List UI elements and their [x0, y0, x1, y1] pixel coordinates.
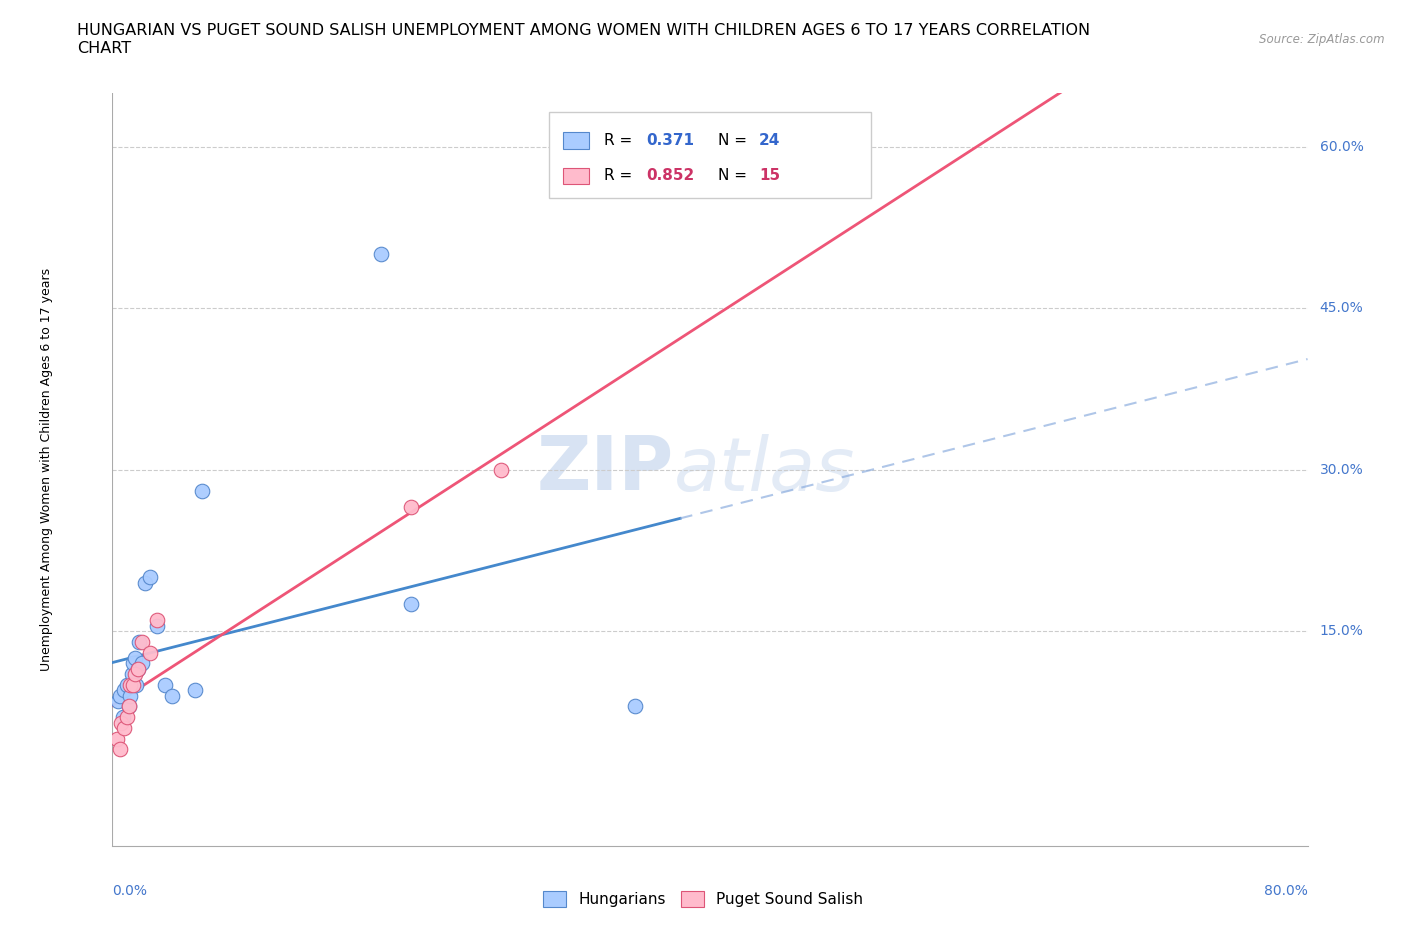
Point: [162, 688, 183, 703]
Point: [191, 484, 214, 498]
FancyBboxPatch shape: [548, 112, 872, 198]
Legend: Hungarians, Puget Sound Salish: Hungarians, Puget Sound Salish: [537, 884, 869, 913]
Point: [139, 645, 162, 660]
Point: [114, 721, 135, 736]
Text: 45.0%: 45.0%: [1320, 301, 1364, 315]
Point: [120, 688, 142, 703]
Text: Unemployment Among Women with Children Ages 6 to 17 years: Unemployment Among Women with Children A…: [41, 268, 53, 671]
Point: [370, 247, 392, 262]
Point: [108, 742, 131, 757]
Point: [117, 677, 139, 692]
Point: [105, 731, 128, 746]
Point: [124, 651, 146, 666]
Point: [401, 500, 423, 515]
Point: [118, 699, 141, 714]
Point: [124, 667, 146, 682]
Text: atlas: atlas: [675, 433, 856, 506]
Point: [401, 597, 423, 612]
Point: [146, 618, 169, 633]
FancyBboxPatch shape: [562, 132, 589, 149]
Point: [122, 677, 145, 692]
Text: ZIP: ZIP: [537, 433, 675, 506]
Point: [128, 634, 150, 649]
Point: [121, 667, 143, 682]
Point: [153, 677, 176, 692]
Point: [125, 677, 148, 692]
Point: [183, 683, 205, 698]
Point: [624, 699, 647, 714]
Text: 30.0%: 30.0%: [1320, 462, 1364, 477]
Text: 24: 24: [759, 133, 780, 148]
Text: 15: 15: [759, 168, 780, 183]
Text: 80.0%: 80.0%: [1264, 884, 1308, 898]
Point: [110, 715, 132, 730]
Point: [120, 677, 142, 692]
Point: [146, 613, 169, 628]
Text: R =: R =: [603, 168, 637, 183]
Text: R =: R =: [603, 133, 637, 148]
Point: [118, 699, 141, 714]
Point: [122, 656, 145, 671]
Point: [131, 656, 153, 671]
Point: [134, 575, 156, 591]
Point: [127, 661, 149, 676]
Text: Source: ZipAtlas.com: Source: ZipAtlas.com: [1260, 33, 1385, 46]
Text: 0.0%: 0.0%: [112, 884, 148, 898]
Point: [108, 688, 131, 703]
Point: [111, 710, 134, 724]
Text: 0.371: 0.371: [647, 133, 695, 148]
Point: [489, 462, 512, 477]
FancyBboxPatch shape: [562, 167, 589, 184]
Text: 60.0%: 60.0%: [1320, 140, 1364, 153]
Text: HUNGARIAN VS PUGET SOUND SALISH UNEMPLOYMENT AMONG WOMEN WITH CHILDREN AGES 6 TO: HUNGARIAN VS PUGET SOUND SALISH UNEMPLOY…: [77, 23, 1091, 56]
Text: N =: N =: [718, 168, 752, 183]
Point: [139, 570, 162, 585]
Point: [117, 710, 139, 724]
Point: [107, 694, 129, 709]
Point: [114, 683, 135, 698]
Point: [131, 634, 153, 649]
Text: 15.0%: 15.0%: [1320, 624, 1364, 638]
Point: [127, 661, 149, 676]
Text: N =: N =: [718, 133, 752, 148]
Text: 0.852: 0.852: [647, 168, 695, 183]
